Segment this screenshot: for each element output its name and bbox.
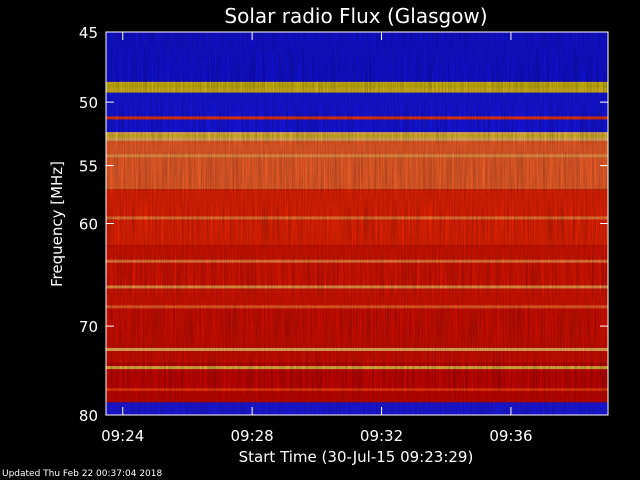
x-tick-label: 09:32 [360,427,403,445]
y-tick-label: 55 [79,158,98,176]
chart-title: Solar radio Flux (Glasgow) [224,4,487,28]
y-axis-label: Frequency [MHz] [48,161,66,287]
y-tick-label: 50 [79,94,98,112]
updated-timestamp: Updated Thu Feb 22 00:37:04 2018 [2,469,163,479]
x-tick-label: 09:24 [101,427,144,445]
x-tick-label: 09:36 [489,427,532,445]
y-axis: 45 50 55 60 70 80 [79,24,608,425]
spectrogram-noise-texture [106,32,608,415]
x-tick-label: 09:28 [231,427,274,445]
y-tick-label: 60 [79,216,98,234]
y-tick-label: 45 [79,24,98,42]
x-axis: 09:24 09:28 09:32 09:36 [101,32,533,445]
x-axis-label: Start Time (30-Jul-15 09:23:29) [239,448,474,466]
spectrogram-plot-area [106,32,608,415]
y-tick-label: 80 [79,407,98,425]
y-tick-label: 70 [79,318,98,336]
